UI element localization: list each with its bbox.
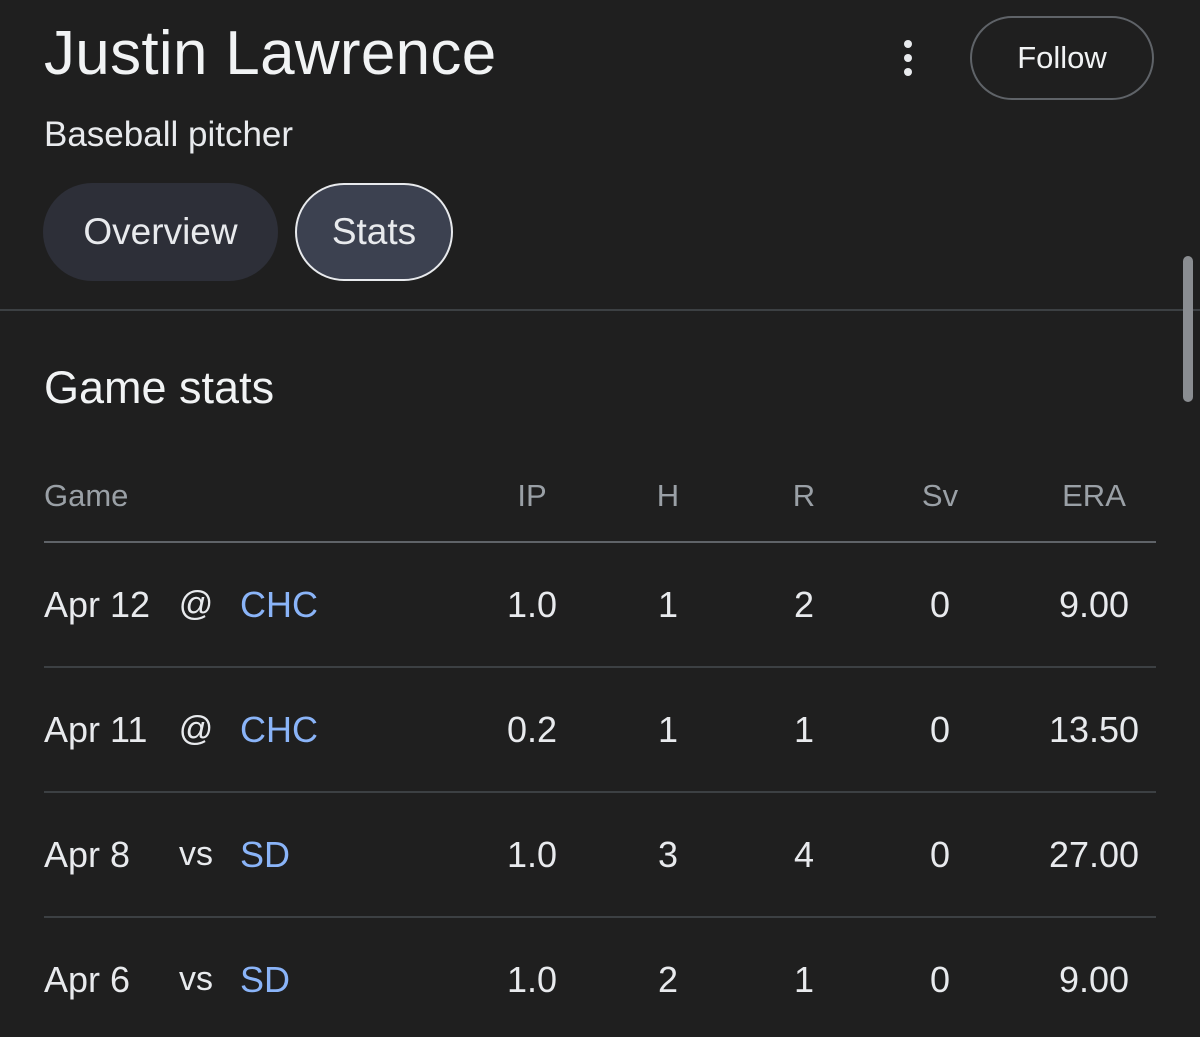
opponent-link[interactable]: CHC — [240, 583, 318, 625]
saves: 0 — [929, 708, 951, 750]
game-venue: vs — [179, 960, 213, 998]
game-date: Apr 8 — [44, 833, 131, 875]
more-dot — [904, 68, 912, 76]
saves: 0 — [929, 833, 951, 875]
table-row[interactable]: Apr 11 @ CHC 0.2 1 1 0 13.50 — [44, 668, 1156, 793]
column-header-era: ERA — [1062, 477, 1126, 513]
opponent-link[interactable]: SD — [240, 958, 291, 1000]
game-date: Apr 6 — [44, 958, 131, 1000]
follow-button[interactable]: Follow — [970, 16, 1154, 100]
hits: 1 — [657, 583, 679, 625]
table-row[interactable]: Apr 12 @ CHC 1.0 1 2 0 9.00 — [44, 543, 1156, 668]
table-row[interactable]: Apr 6 vs SD 1.0 2 1 0 9.00 — [44, 918, 1156, 1037]
table-row[interactable]: Apr 8 vs SD 1.0 3 4 0 27.00 — [44, 793, 1156, 918]
game-venue: vs — [179, 835, 213, 873]
header-divider — [0, 309, 1200, 311]
more-dot — [904, 54, 912, 62]
column-header-game: Game — [44, 477, 129, 513]
player-description: Baseball pitcher — [44, 115, 294, 154]
player-name: Justin Lawrence — [44, 19, 497, 88]
game-venue: @ — [178, 585, 214, 623]
hits: 3 — [657, 833, 679, 875]
game-date: Apr 11 — [44, 708, 148, 750]
runs: 4 — [793, 833, 815, 875]
runs: 1 — [793, 708, 815, 750]
opponent-link[interactable]: SD — [240, 833, 291, 875]
column-header-r: R — [792, 477, 816, 513]
game-date: Apr 12 — [44, 583, 151, 625]
tab-overview[interactable]: Overview — [43, 183, 278, 281]
opponent-link[interactable]: CHC — [240, 708, 318, 750]
saves: 0 — [929, 958, 951, 1000]
game-venue: @ — [178, 710, 214, 748]
tab-stats[interactable]: Stats — [295, 183, 453, 281]
hits: 2 — [657, 958, 679, 1000]
hits: 1 — [657, 708, 679, 750]
more-dot — [904, 40, 912, 48]
more-vert-icon[interactable] — [884, 28, 932, 88]
runs: 2 — [793, 583, 815, 625]
era: 9.00 — [1058, 958, 1130, 1000]
column-header-h: H — [656, 477, 680, 513]
era: 9.00 — [1058, 583, 1130, 625]
scrollbar-thumb[interactable] — [1183, 256, 1193, 402]
innings-pitched: 1.0 — [506, 583, 558, 625]
era: 13.50 — [1048, 708, 1140, 750]
innings-pitched: 1.0 — [506, 833, 558, 875]
innings-pitched: 1.0 — [506, 958, 558, 1000]
saves: 0 — [929, 583, 951, 625]
section-title: Game stats — [44, 362, 275, 413]
table-header-row: Game IP H R Sv ERA — [44, 450, 1156, 543]
era: 27.00 — [1048, 833, 1140, 875]
column-header-ip: IP — [517, 477, 547, 513]
runs: 1 — [793, 958, 815, 1000]
innings-pitched: 0.2 — [506, 708, 558, 750]
game-stats-table: Game IP H R Sv ERA Apr 12 @ CHC 1.0 1 2 … — [44, 450, 1156, 1037]
column-header-sv: Sv — [921, 477, 959, 513]
